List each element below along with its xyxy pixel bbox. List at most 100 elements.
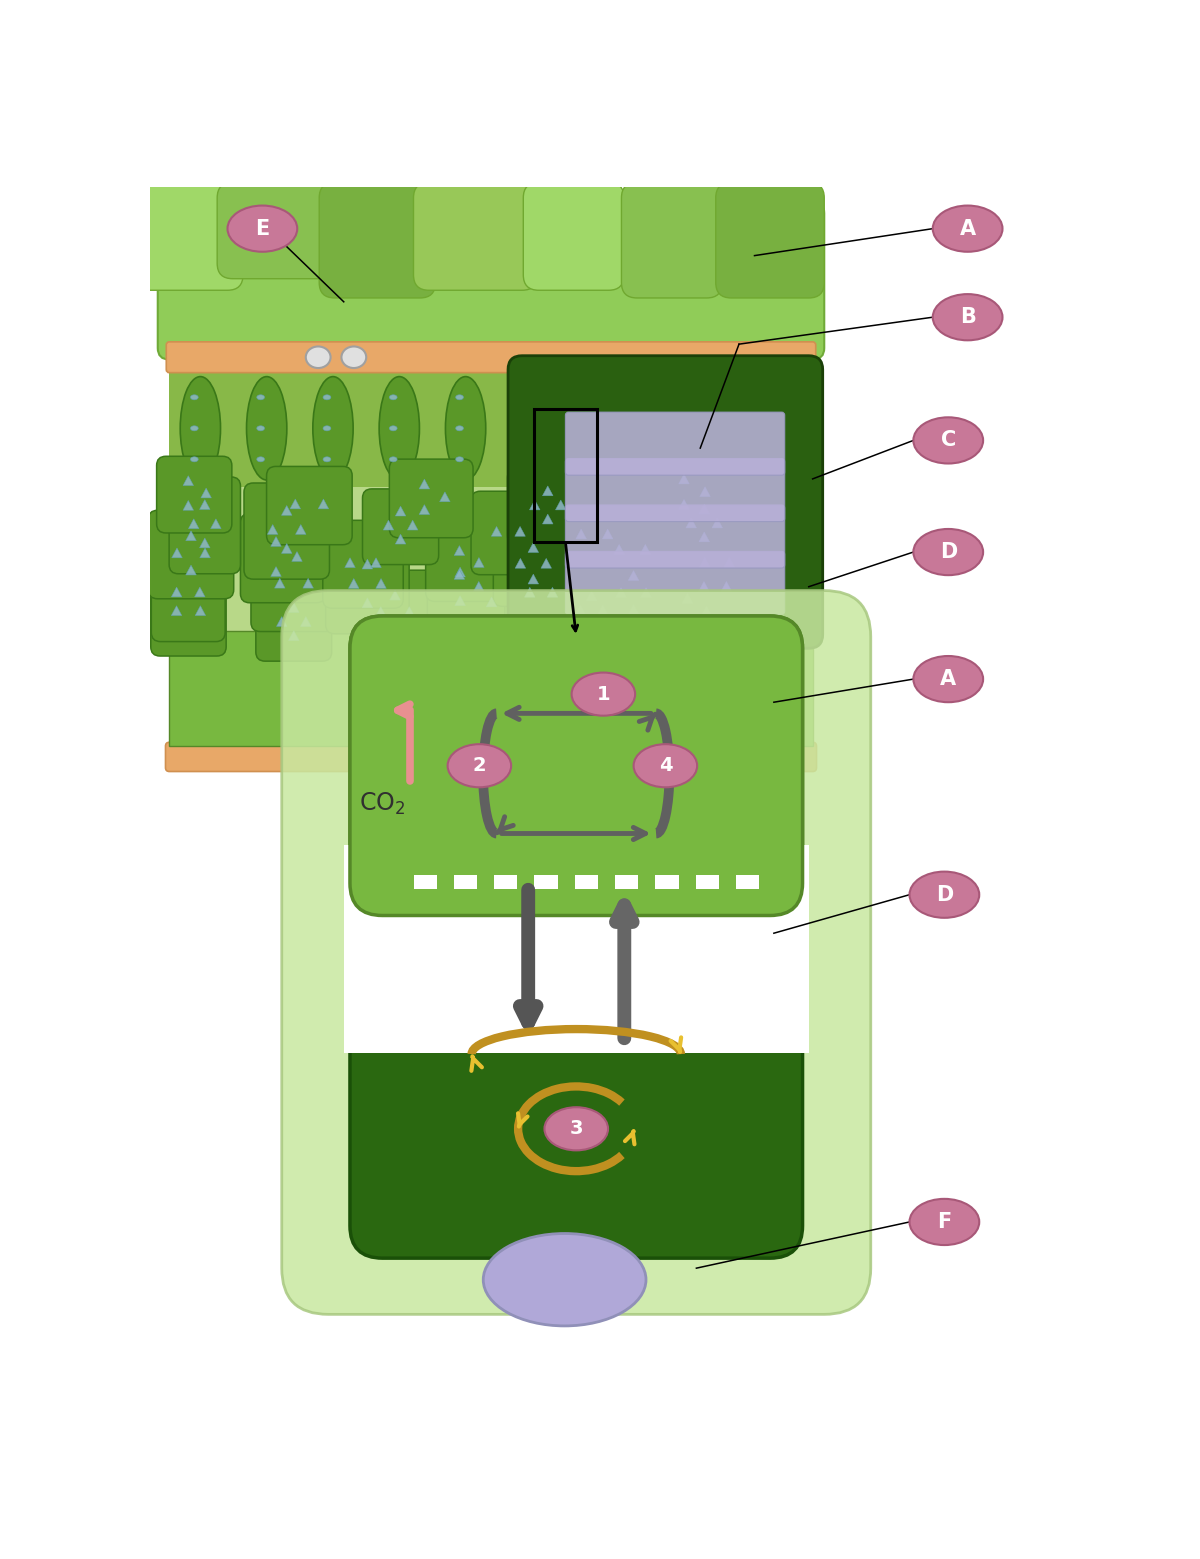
Text: D: D <box>940 543 956 563</box>
Polygon shape <box>491 527 502 536</box>
Ellipse shape <box>571 672 635 716</box>
Ellipse shape <box>721 394 728 399</box>
Polygon shape <box>318 499 329 508</box>
Polygon shape <box>302 578 313 588</box>
Ellipse shape <box>257 394 264 399</box>
Polygon shape <box>199 538 210 547</box>
Polygon shape <box>188 519 199 529</box>
Bar <box>696 876 719 889</box>
Polygon shape <box>587 591 596 600</box>
Ellipse shape <box>257 426 264 430</box>
Polygon shape <box>701 606 712 616</box>
Polygon shape <box>186 530 197 541</box>
Bar <box>169 369 812 630</box>
FancyBboxPatch shape <box>350 616 803 915</box>
Polygon shape <box>199 547 210 558</box>
FancyBboxPatch shape <box>523 182 624 279</box>
Polygon shape <box>184 475 193 485</box>
Polygon shape <box>196 606 205 616</box>
Polygon shape <box>686 518 696 529</box>
Polygon shape <box>407 521 418 530</box>
FancyBboxPatch shape <box>319 182 436 279</box>
Ellipse shape <box>180 377 221 480</box>
Polygon shape <box>542 514 553 524</box>
Polygon shape <box>172 606 182 616</box>
FancyBboxPatch shape <box>708 182 832 298</box>
FancyBboxPatch shape <box>508 355 823 649</box>
Polygon shape <box>700 558 710 567</box>
Polygon shape <box>529 500 540 510</box>
Polygon shape <box>271 566 281 577</box>
Polygon shape <box>282 544 292 553</box>
Ellipse shape <box>456 457 463 461</box>
FancyBboxPatch shape <box>449 575 534 667</box>
Polygon shape <box>721 582 732 591</box>
Polygon shape <box>292 552 302 561</box>
FancyBboxPatch shape <box>151 546 226 642</box>
Ellipse shape <box>721 426 728 430</box>
Polygon shape <box>598 605 608 616</box>
FancyBboxPatch shape <box>251 538 337 631</box>
Ellipse shape <box>654 426 662 430</box>
Ellipse shape <box>257 457 264 461</box>
Polygon shape <box>683 594 692 603</box>
FancyBboxPatch shape <box>493 524 574 606</box>
Bar <box>169 630 812 747</box>
Polygon shape <box>404 606 414 616</box>
Bar <box>454 876 478 889</box>
FancyBboxPatch shape <box>167 341 816 373</box>
Polygon shape <box>575 605 586 616</box>
Polygon shape <box>290 499 300 508</box>
Polygon shape <box>473 614 482 625</box>
Polygon shape <box>271 536 281 546</box>
Polygon shape <box>629 605 638 614</box>
Polygon shape <box>276 617 287 627</box>
Polygon shape <box>515 558 526 567</box>
FancyBboxPatch shape <box>648 454 733 533</box>
Polygon shape <box>275 578 286 588</box>
Bar <box>575 876 598 889</box>
FancyBboxPatch shape <box>244 483 330 578</box>
Ellipse shape <box>578 377 618 480</box>
Polygon shape <box>541 558 552 567</box>
Ellipse shape <box>644 377 685 480</box>
Text: E: E <box>256 218 270 239</box>
Polygon shape <box>515 527 526 536</box>
Ellipse shape <box>721 457 728 461</box>
FancyBboxPatch shape <box>678 521 756 606</box>
FancyBboxPatch shape <box>151 569 226 656</box>
Ellipse shape <box>306 346 330 368</box>
Polygon shape <box>300 617 311 627</box>
FancyBboxPatch shape <box>122 182 239 279</box>
Polygon shape <box>547 588 558 597</box>
Ellipse shape <box>323 394 331 399</box>
FancyBboxPatch shape <box>472 491 546 575</box>
FancyBboxPatch shape <box>553 497 635 574</box>
Polygon shape <box>172 588 182 597</box>
Ellipse shape <box>379 377 420 480</box>
Polygon shape <box>376 578 386 588</box>
FancyBboxPatch shape <box>282 591 871 1314</box>
Text: C: C <box>941 430 956 451</box>
Ellipse shape <box>448 744 511 787</box>
Ellipse shape <box>545 1107 608 1151</box>
Polygon shape <box>486 597 497 606</box>
FancyBboxPatch shape <box>350 847 803 1258</box>
Polygon shape <box>556 500 566 510</box>
Polygon shape <box>542 486 553 496</box>
FancyBboxPatch shape <box>157 201 824 360</box>
FancyBboxPatch shape <box>594 550 673 638</box>
Polygon shape <box>679 499 689 510</box>
Ellipse shape <box>522 394 529 399</box>
Text: F: F <box>937 1211 952 1232</box>
FancyBboxPatch shape <box>508 469 588 544</box>
Text: 4: 4 <box>659 756 672 775</box>
Polygon shape <box>454 569 464 580</box>
Bar <box>169 369 812 486</box>
Polygon shape <box>268 524 278 535</box>
Polygon shape <box>295 524 306 535</box>
Text: 2: 2 <box>473 756 486 775</box>
FancyBboxPatch shape <box>169 477 240 574</box>
FancyBboxPatch shape <box>166 742 816 772</box>
Polygon shape <box>194 588 205 597</box>
